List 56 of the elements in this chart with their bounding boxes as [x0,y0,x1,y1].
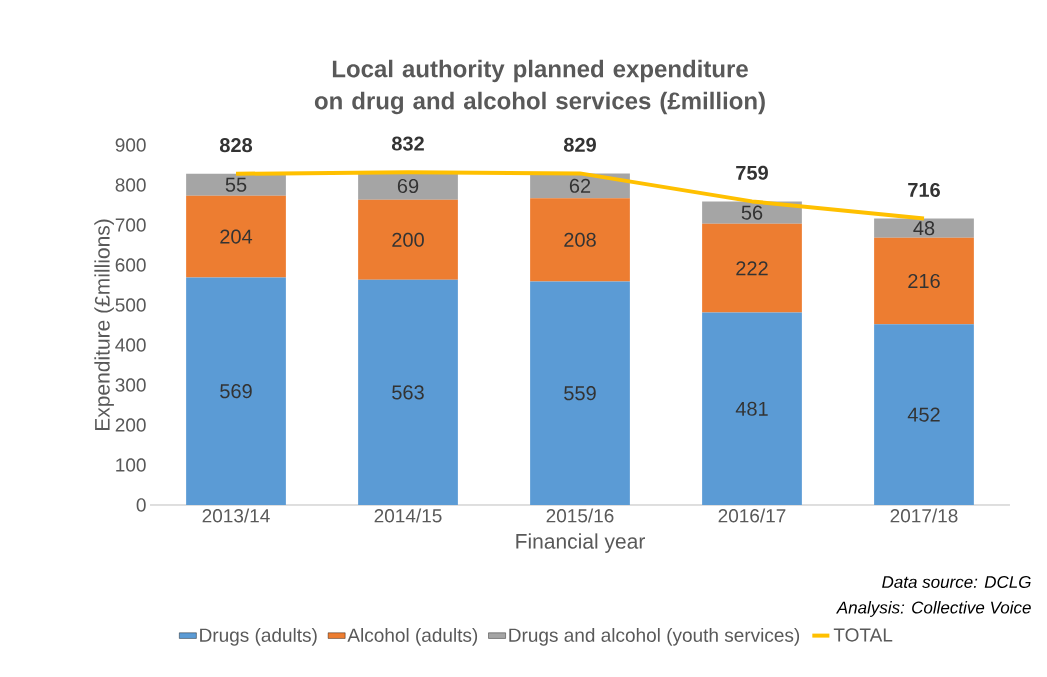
data-label: 829 [563,137,596,152]
bar [702,312,802,505]
bar [874,218,974,238]
bar [358,199,458,280]
data-label: 759 [736,165,768,180]
data-label: 204 [220,229,253,244]
x-tick-label: 2013/14 [202,508,270,523]
y-tick-label: 700 [115,218,146,232]
data-label: 216 [908,273,940,289]
x-tick-label: 2014/15 [374,508,442,523]
y-tick-label: 0 [136,498,146,512]
bar [358,279,458,505]
data-label: 481 [735,401,768,416]
bar [530,281,630,505]
data-label: 832 [391,136,424,151]
data-label: 55 [225,177,247,192]
y-tick-label: 100 [116,458,146,472]
x-tick-label: 2015/16 [546,508,614,523]
data-label: 200 [392,232,424,247]
legend-label: Drugs and alcohol (youth services) [509,627,800,646]
data-label: 69 [397,178,419,194]
text: Analysis: Collective Voice [836,601,1031,617]
bar [702,223,802,313]
data-label: 62 [569,178,591,193]
legend-label: Drugs (adults) [200,627,317,646]
data-label: 452 [907,407,940,422]
bar [186,277,286,505]
data-label: 559 [564,386,596,401]
data-label: 828 [219,138,253,153]
y-tick-label: 600 [115,258,146,272]
bar [874,324,974,505]
y-tick-label: 800 [115,178,146,192]
source-note: Data source: DCLG [882,575,1031,589]
data-label: 569 [220,384,252,399]
legend-label: TOTAL [833,628,893,642]
chart-title: Local authority planned expenditure on drug and alcohol services (£million) [314,59,765,115]
data-label: 56 [741,205,763,220]
y-axis-title: Expenditure (£millions) [94,219,114,431]
bar [530,198,630,282]
data-label: 222 [736,261,768,276]
x-tick-label: 2017/18 [890,508,958,523]
y-tick-label: 500 [115,298,146,312]
data-label: 208 [564,232,596,247]
data-label: 48 [913,221,935,236]
bar [186,195,286,278]
x-tick-label: 2016/17 [718,508,786,523]
y-tick-label: 900 [115,138,146,152]
bar [874,237,974,325]
y-tick-label: 300 [115,378,146,392]
legend-label: Alcohol (adults) [347,627,478,646]
data-label: 563 [392,385,424,400]
data-label: 716 [908,182,940,198]
y-tick-label: 400 [115,338,146,352]
bar [186,173,286,196]
x-axis-title: Financial year [516,533,645,553]
y-tick-label: 200 [115,418,146,432]
